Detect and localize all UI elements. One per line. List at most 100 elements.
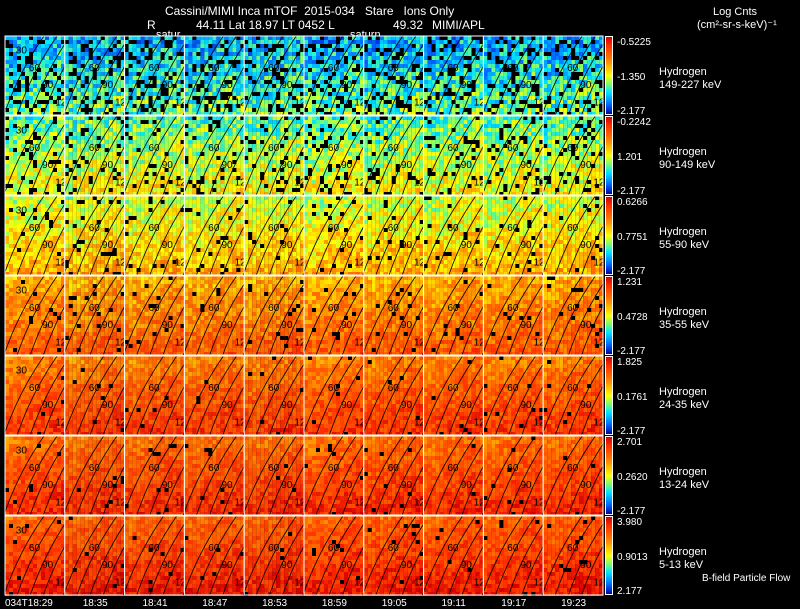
heat-cell [579,112,584,116]
heat-cell [29,172,33,176]
heat-cell [387,40,392,44]
heat-cell [324,172,328,176]
heat-cell [17,68,21,72]
heat-cell [415,96,420,100]
heat-cell [300,188,305,192]
heat-cell [332,96,336,100]
heat-cell [232,148,237,152]
heat-cell [296,124,301,128]
heat-cell [499,104,504,108]
heat-cell [503,76,508,80]
heat-cell [188,144,193,148]
heat-cell [479,80,484,84]
heat-cell [176,36,181,40]
heat-cell [61,132,65,136]
heat-cell [120,72,125,76]
heat-cell [487,88,492,92]
heat-cell [29,40,33,44]
heat-cell [236,152,241,156]
heat-cell [284,120,289,124]
heat-cell [324,152,328,156]
heat-cell [72,100,77,104]
heat-cell [140,156,145,160]
heat-cell [252,52,257,56]
heat-cell [280,64,285,68]
heat-cell [248,168,253,172]
heat-cell [308,104,312,108]
heat-cell [519,68,524,72]
heat-cell [415,120,420,124]
contour-label: 60 [567,63,579,74]
heat-cell [403,84,408,88]
heat-cell [88,48,93,52]
heat-cell [288,144,293,148]
heat-cell [25,72,29,76]
heat-cell [17,52,21,56]
heat-cell [308,168,312,172]
heat-cell [407,96,412,100]
heat-cell [204,60,209,64]
heat-cell [503,48,508,52]
heat-cell [276,60,281,64]
heat-cell [100,144,105,148]
heat-cell [108,96,113,100]
heat-cell [104,96,109,100]
heat-cell [543,92,548,96]
heat-cell [5,160,9,164]
heat-cell [356,160,360,164]
heat-cell [168,88,173,92]
heat-cell [100,44,105,48]
heat-cell [575,36,580,40]
heat-cell [244,112,249,116]
heat-cell [33,192,37,196]
heat-cell [352,152,356,156]
heat-cell [244,60,249,64]
heat-cell [332,132,336,136]
heat-cell [344,88,348,92]
heat-cell [543,96,548,100]
heat-cell [344,188,348,192]
heat-cell [340,100,344,104]
heat-cell [363,88,368,92]
heat-cell [463,108,468,112]
heat-cell [328,116,332,120]
heat-cell [176,116,181,120]
heat-cell [535,40,540,44]
heat-cell [148,168,153,172]
heat-cell [188,128,193,132]
heat-cell [25,92,29,96]
heat-cell [25,68,29,72]
heat-cell [559,96,564,100]
heat-cell [555,56,560,60]
heat-cell [479,92,484,96]
heat-cell [403,108,408,112]
heat-cell [304,144,308,148]
heat-cell [25,160,29,164]
heat-cell [471,44,476,48]
heat-cell [160,60,165,64]
heat-cell [487,40,492,44]
heat-cell [33,132,37,136]
heat-cell [72,116,77,120]
heat-cell [531,80,536,84]
heat-cell [49,44,53,48]
heat-cell [356,116,360,120]
heat-cell [116,148,121,152]
heat-cell [312,184,316,188]
heat-cell [312,88,316,92]
heat-cell [152,132,157,136]
heat-cell [204,136,209,140]
heat-cell [356,188,360,192]
heat-cell [240,64,245,68]
heat-cell [192,160,197,164]
heat-cell [575,60,580,64]
heat-cell [41,104,45,108]
heat-cell [316,152,320,156]
heat-cell [531,52,536,56]
heat-cell [256,172,261,176]
heat-cell [288,156,293,160]
heat-cell [25,108,29,112]
heat-cell [324,132,328,136]
heat-cell [208,68,213,72]
heat-cell [156,164,161,168]
